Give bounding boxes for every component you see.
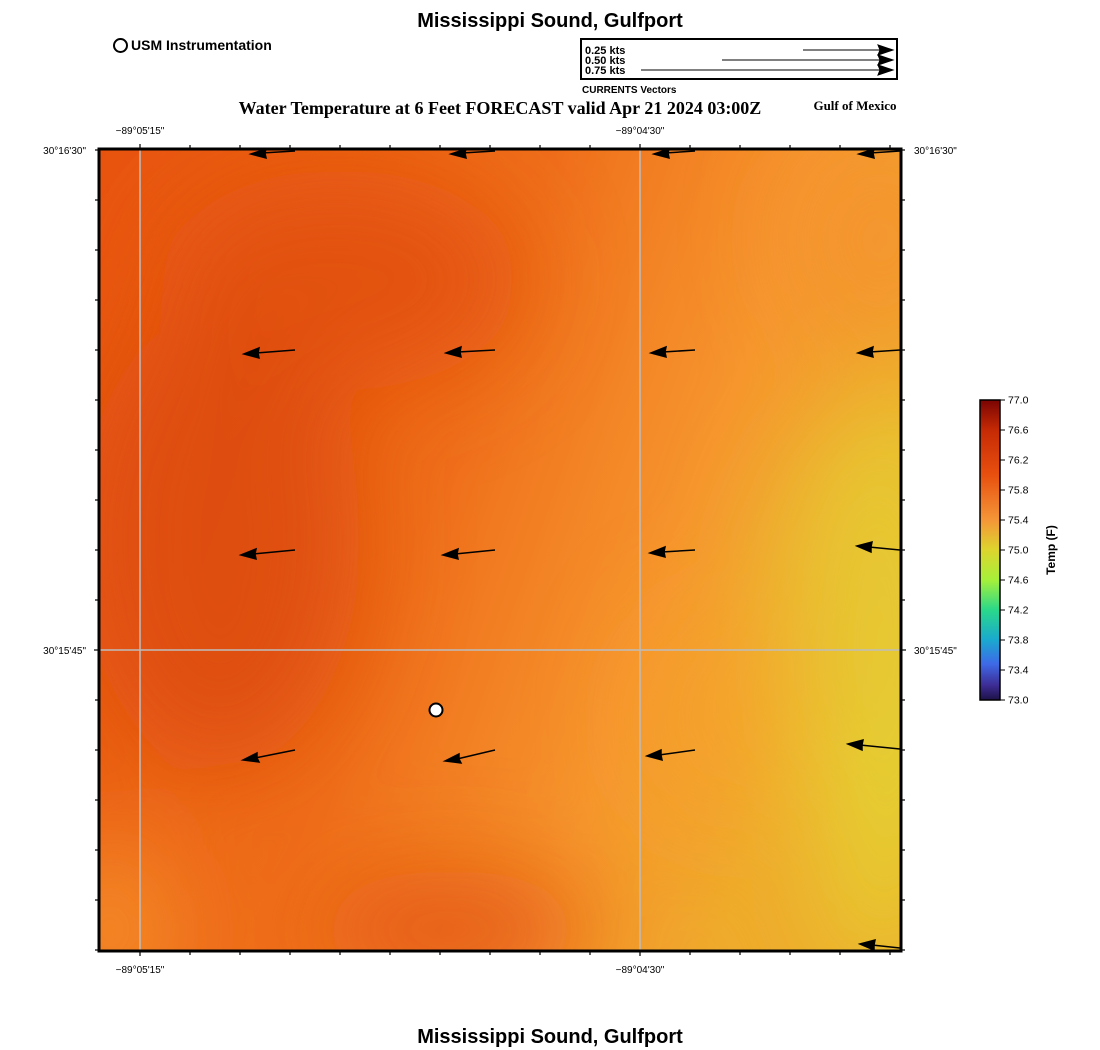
scale-label-025: 0.25 kts <box>585 45 625 57</box>
lon-label-bottom-2: −89°04'30" <box>616 965 665 976</box>
vector-scale-caption: CURRENTS Vectors <box>582 85 677 96</box>
current-vector <box>854 540 900 554</box>
colorbar-title: Temp (F) <box>1044 525 1058 575</box>
colorbar-tick-label: 74.2 <box>1008 605 1029 617</box>
lon-label-top-1: −89°05'15" <box>116 126 165 137</box>
colorbar-ticks: 77.0 76.6 76.2 75.8 75.4 75.0 74.6 74.2 73.8 73.4… <box>1000 395 1029 707</box>
current-vector <box>442 749 496 764</box>
usm-station-marker <box>428 702 444 718</box>
instrumentation-label: USM Instrumentation <box>131 37 272 53</box>
lon-label-top-2: −89°04'30" <box>616 126 665 137</box>
colorbar-tick-label: 75.8 <box>1008 485 1029 497</box>
current-vector <box>856 150 900 160</box>
colorbar-tick-label: 73.4 <box>1008 665 1029 677</box>
colorbar-tick-label: 77.0 <box>1008 395 1029 407</box>
current-vector <box>240 749 296 763</box>
colorbar-tick-label: 74.6 <box>1008 575 1029 587</box>
colorbar-tick-label: 75.4 <box>1008 515 1029 527</box>
current-vector <box>238 547 296 561</box>
current-vector <box>248 150 296 160</box>
vector-scale-box <box>580 38 898 80</box>
usm-marker-icon <box>113 37 128 53</box>
colorbar-tick-label: 76.6 <box>1008 425 1029 437</box>
lat-label-left-2: 30°15'45" <box>43 646 86 657</box>
colorbar-tick-label: 73.8 <box>1008 635 1029 647</box>
current-vector <box>857 938 900 950</box>
footer-title: Mississippi Sound, Gulfport <box>417 1026 683 1048</box>
lat-label-left-1: 30°16'30" <box>43 146 86 157</box>
map-subtitle: Water Temperature at 6 Feet FORECAST val… <box>238 98 762 118</box>
current-vector <box>443 345 496 359</box>
scale-label-075: 0.75 kts <box>585 65 625 77</box>
region-label: Gulf of Mexico <box>813 98 897 113</box>
current-vectors <box>238 150 900 950</box>
scale-label-050: 0.50 kts <box>585 55 625 67</box>
vector-scale-legend: 0.25 kts 0.50 kts 0.75 kts CURRENTS Vect… <box>580 38 898 96</box>
lon-label-bottom-1: −89°05'15" <box>116 965 165 976</box>
instrumentation-legend: USM Instrumentation <box>113 37 272 53</box>
graticule <box>100 150 900 950</box>
colorbar-scale <box>979 399 1001 701</box>
colorbar: 77.0 76.6 76.2 75.8 75.4 75.0 74.6 74.2 73.8 73.4… <box>979 395 1058 707</box>
current-vector <box>647 545 696 559</box>
current-vector <box>648 345 696 359</box>
current-vector <box>241 346 296 360</box>
colorbar-tick-label: 73.0 <box>1008 695 1029 707</box>
colorbar-tick-label: 76.2 <box>1008 455 1029 467</box>
current-vector <box>440 547 496 561</box>
current-vector <box>651 150 696 160</box>
map-ticks <box>94 144 906 956</box>
current-vector <box>845 738 900 752</box>
lat-label-right-2: 30°15'45" <box>914 646 957 657</box>
lat-label-right-1: 30°16'30" <box>914 146 957 157</box>
current-vector <box>855 345 900 359</box>
map-title: Mississippi Sound, Gulfport <box>417 10 683 32</box>
current-vector <box>644 748 696 762</box>
colorbar-tick-label: 75.0 <box>1008 545 1029 557</box>
current-vector <box>448 150 496 160</box>
temperature-field <box>100 150 900 950</box>
